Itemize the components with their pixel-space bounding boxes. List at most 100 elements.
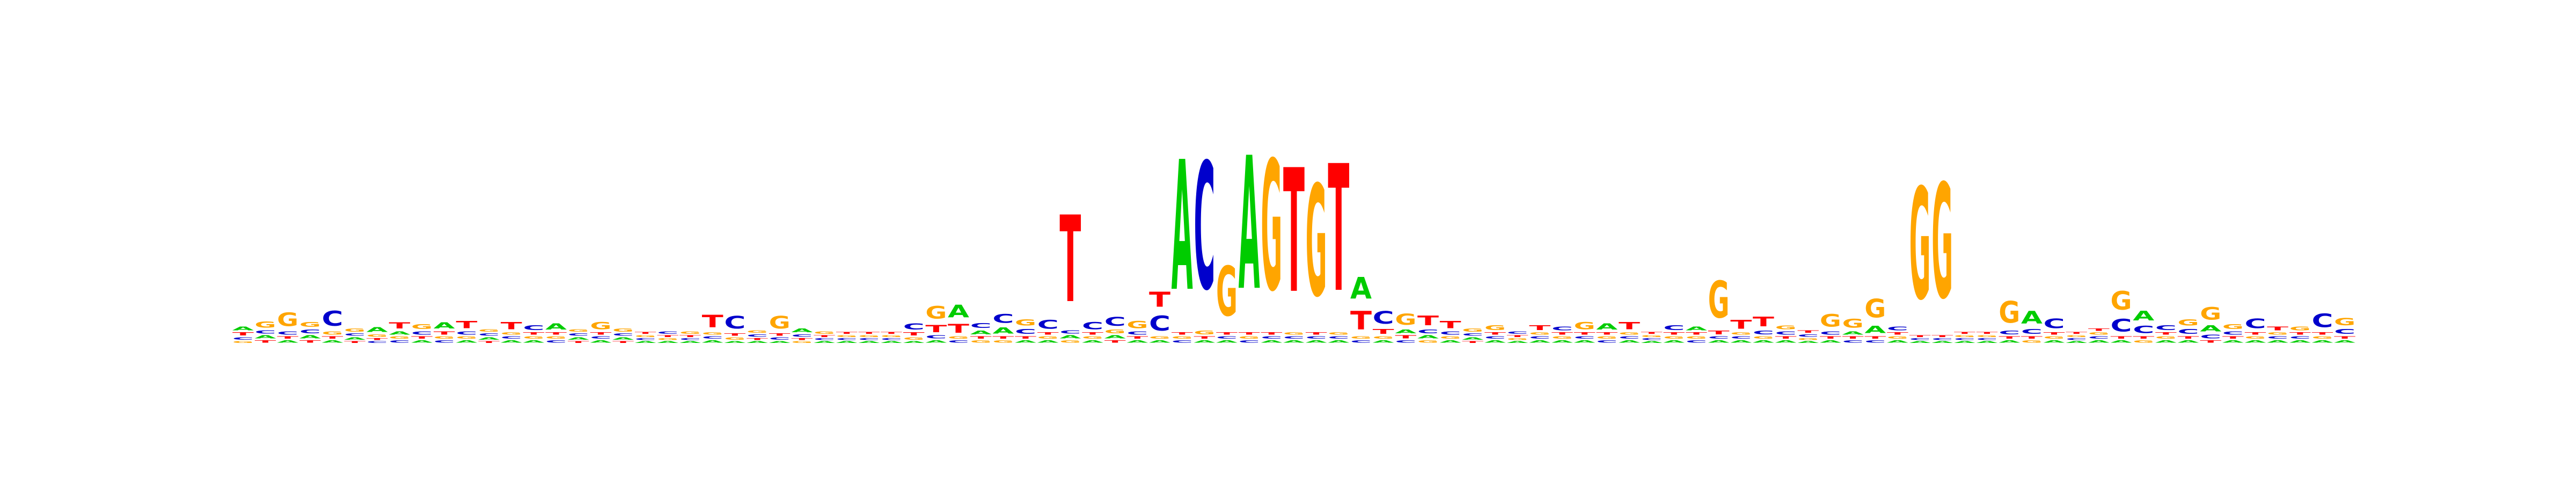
logo-letter-C-pos-57: C	[1484, 335, 1506, 339]
logo-letter-C-pos-92: C	[2267, 335, 2288, 339]
logo-letter-G-pos-44: G	[1194, 330, 1215, 335]
logo-letter-T-pos-26: T	[791, 338, 813, 341]
logo-letter-T-pos-13: T	[501, 320, 522, 332]
logo-letter-A-pos-63: A	[1619, 340, 1641, 343]
logo-letter-C-pos-84: C	[2088, 335, 2110, 339]
logo-letter-T-pos-37: T	[1037, 332, 1059, 335]
logo-letter-A-pos-78: A	[1954, 340, 1976, 343]
logo-letter-T-pos-31: T	[903, 332, 925, 336]
logo-letter-T-pos-83: T	[2066, 332, 2088, 335]
logo-letter-C-pos-18: C	[612, 333, 634, 336]
logo-letter-C-pos-85: C	[2111, 316, 2132, 336]
logo-letter-G-pos-70: G	[1775, 325, 1797, 331]
logo-letter-G-pos-76: G	[1909, 157, 1931, 335]
logo-letter-T-pos-59: T	[1529, 324, 1550, 332]
logo-letter-C-pos-50: C	[1328, 335, 1349, 339]
logo-letter-T-pos-24: T	[747, 338, 769, 341]
logo-letter-G-pos-2: G	[255, 319, 276, 330]
logo-letter-T-pos-35: T	[992, 335, 1014, 339]
logo-letter-A-pos-68: A	[1730, 340, 1752, 343]
logo-letter-C-pos-48: C	[1283, 335, 1305, 339]
logo-letter-T-pos-1: T	[232, 332, 254, 336]
logo-letter-G-pos-95: G	[2334, 316, 2355, 327]
logo-letter-C-pos-30: C	[881, 338, 902, 341]
logo-letter-G-pos-15: G	[545, 335, 567, 339]
logo-letter-G-pos-46: G	[1239, 335, 1260, 339]
logo-letter-A-pos-71: A	[1797, 340, 1819, 343]
logo-letter-C-pos-24: C	[747, 334, 768, 338]
logo-letter-C-pos-95: C	[2334, 328, 2355, 336]
logo-letter-C-pos-29: C	[858, 338, 880, 341]
logo-letter-A-pos-20: A	[657, 340, 679, 343]
logo-letter-G-pos-80: G	[1999, 296, 2020, 330]
logo-letter-T-pos-77: T	[1931, 334, 1953, 338]
logo-letter-G-pos-42: G	[1149, 335, 1170, 339]
logo-letter-A-pos-85: A	[2111, 340, 2133, 343]
logo-letter-A-pos-95: A	[2334, 340, 2356, 343]
logo-letter-A-pos-27: A	[814, 340, 836, 343]
logo-letter-C-pos-68: C	[1730, 335, 1752, 339]
logo-letter-C-pos-43: C	[1172, 340, 1193, 343]
logo-letter-T-pos-55: T	[1440, 319, 1461, 331]
logo-letter-A-pos-23: A	[724, 340, 746, 343]
logo-letter-G-pos-94: G	[2312, 335, 2333, 339]
logo-letter-A-pos-32: A	[925, 340, 947, 343]
logo-letter-C-pos-4: C	[299, 329, 321, 335]
logo-letter-G-pos-31: G	[903, 336, 925, 340]
logo-letter-G-pos-17: G	[590, 320, 611, 332]
logo-letter-A-pos-88: A	[2178, 340, 2200, 343]
logo-letter-C-pos-34: C	[970, 322, 992, 330]
logo-letter-T-pos-71: T	[1797, 330, 1819, 333]
logo-letter-C-pos-12: C	[478, 333, 500, 336]
logo-letter-A-pos-18: A	[612, 336, 634, 340]
logo-letter-A-pos-24: A	[747, 340, 769, 343]
logo-letter-C-pos-39: C	[1082, 320, 1103, 332]
logo-letter-T-pos-73: T	[1842, 335, 1864, 339]
logo-letter-A-pos-17: A	[590, 340, 612, 343]
logo-letter-C-pos-63: C	[1619, 335, 1640, 339]
logo-letter-C-pos-53: C	[1395, 340, 1416, 343]
logo-letter-A-pos-69: A	[1753, 340, 1775, 343]
logo-letter-A-pos-3: A	[277, 340, 299, 343]
logo-letter-T-pos-58: T	[1507, 334, 1529, 338]
logo-letter-A-pos-53: A	[1395, 328, 1416, 334]
logo-letter-C-pos-36: C	[1015, 328, 1036, 336]
logo-letter-T-pos-56: T	[1462, 340, 1484, 343]
logo-letter-G-pos-39: G	[1082, 335, 1103, 339]
logo-letter-T-pos-86: T	[2133, 335, 2155, 339]
logo-letter-C-pos-94: C	[2312, 310, 2333, 331]
logo-letter-C-pos-64: C	[1641, 338, 1663, 341]
logo-letter-G-pos-22: G	[702, 332, 723, 335]
logo-letter-C-pos-6: C	[344, 333, 365, 336]
logo-letter-A-pos-47: A	[1261, 340, 1283, 343]
logo-letter-C-pos-37: C	[1037, 318, 1059, 332]
logo-letter-G-pos-45: G	[1216, 252, 1238, 332]
logo-letter-C-pos-1: C	[232, 336, 254, 340]
logo-letter-G-pos-65: G	[1663, 335, 1685, 339]
logo-letter-C-pos-59: C	[1529, 335, 1550, 339]
logo-letter-G-pos-5: G	[321, 331, 343, 335]
logo-letter-T-pos-68: T	[1730, 318, 1752, 332]
logo-letter-G-pos-13: G	[501, 332, 522, 335]
logo-letter-G-pos-14: G	[523, 335, 544, 339]
logo-letter-G-pos-79: G	[1977, 335, 1998, 338]
logo-letter-C-pos-28: C	[836, 338, 858, 341]
logo-letter-T-pos-42: T	[1149, 288, 1170, 312]
logo-letter-T-pos-2: T	[255, 340, 277, 343]
logo-letter-A-pos-64: A	[1641, 340, 1663, 343]
logo-letter-T-pos-3: T	[277, 335, 299, 339]
logo-letter-G-pos-69: G	[1753, 335, 1774, 339]
logo-letter-T-pos-76: T	[1909, 334, 1931, 338]
logo-letter-G-pos-86: G	[2133, 340, 2154, 343]
logo-letter-G-pos-11: G	[456, 335, 477, 339]
logo-letter-G-pos-78: G	[1954, 335, 1975, 338]
logo-letter-G-pos-35: G	[992, 340, 1014, 343]
logo-letter-T-pos-30: T	[881, 332, 903, 335]
logo-letter-T-pos-80: T	[1999, 335, 2021, 339]
logo-letter-G-pos-3: G	[277, 309, 298, 331]
logo-letter-T-pos-52: T	[1373, 328, 1394, 336]
logo-letter-G-pos-52: G	[1373, 335, 1394, 339]
logo-letter-A-pos-22: A	[702, 340, 724, 343]
logo-letter-T-pos-29: T	[858, 332, 880, 335]
logo-letter-T-pos-90: T	[2222, 335, 2244, 339]
